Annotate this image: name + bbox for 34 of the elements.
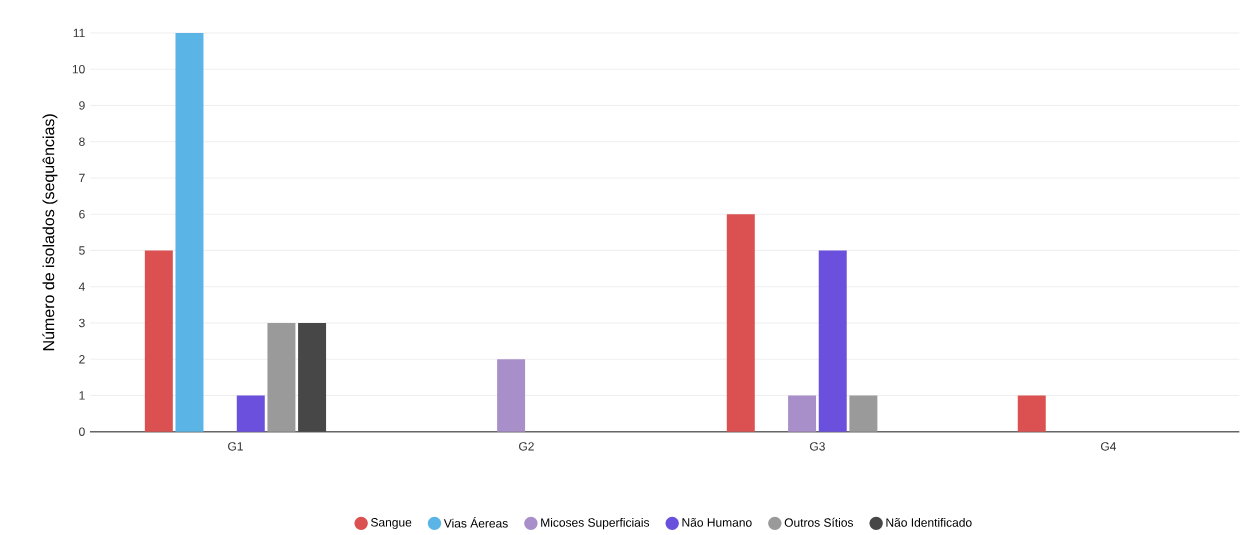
y-tick-label: 6	[79, 210, 85, 219]
y-tick-label: 8	[79, 137, 85, 147]
y-tick-label: 10	[72, 65, 85, 74]
bar	[1017, 395, 1046, 432]
bar	[236, 395, 265, 432]
y-tick-label: 5	[79, 246, 85, 255]
x-tick-label: G3	[810, 442, 825, 451]
bar	[818, 250, 847, 432]
bar	[726, 214, 755, 432]
legend-label: Não Identificado	[886, 518, 972, 527]
y-axis-title: Número de isolados (sequências)	[42, 114, 58, 351]
bar	[788, 395, 817, 432]
legend-label: Outros Sítios	[784, 517, 854, 527]
legend-label: Não Humano	[682, 518, 752, 527]
y-tick-label: 3	[79, 318, 85, 328]
y-tick-label: 1	[79, 391, 85, 400]
y-tick-label: 11	[73, 28, 85, 38]
x-tick-label: G2	[519, 442, 534, 451]
y-tick-label: 0	[79, 427, 85, 437]
legend-label: Micoses Superficiais	[541, 518, 650, 530]
y-tick-label: 9	[79, 101, 85, 110]
x-tick-label: G1	[228, 442, 243, 451]
bar	[497, 359, 526, 432]
bar	[144, 250, 173, 432]
bar	[849, 395, 878, 432]
bar	[267, 323, 296, 432]
bar	[298, 323, 327, 432]
y-tick-label: 2	[79, 355, 85, 364]
x-tick-label: G4	[1100, 442, 1117, 451]
legend-label: Vias Áereas	[443, 517, 508, 528]
y-tick-label: 7	[79, 173, 85, 183]
legend-label: Sangue	[371, 518, 412, 530]
y-tick-label: 4	[78, 282, 85, 291]
bar	[175, 33, 204, 432]
